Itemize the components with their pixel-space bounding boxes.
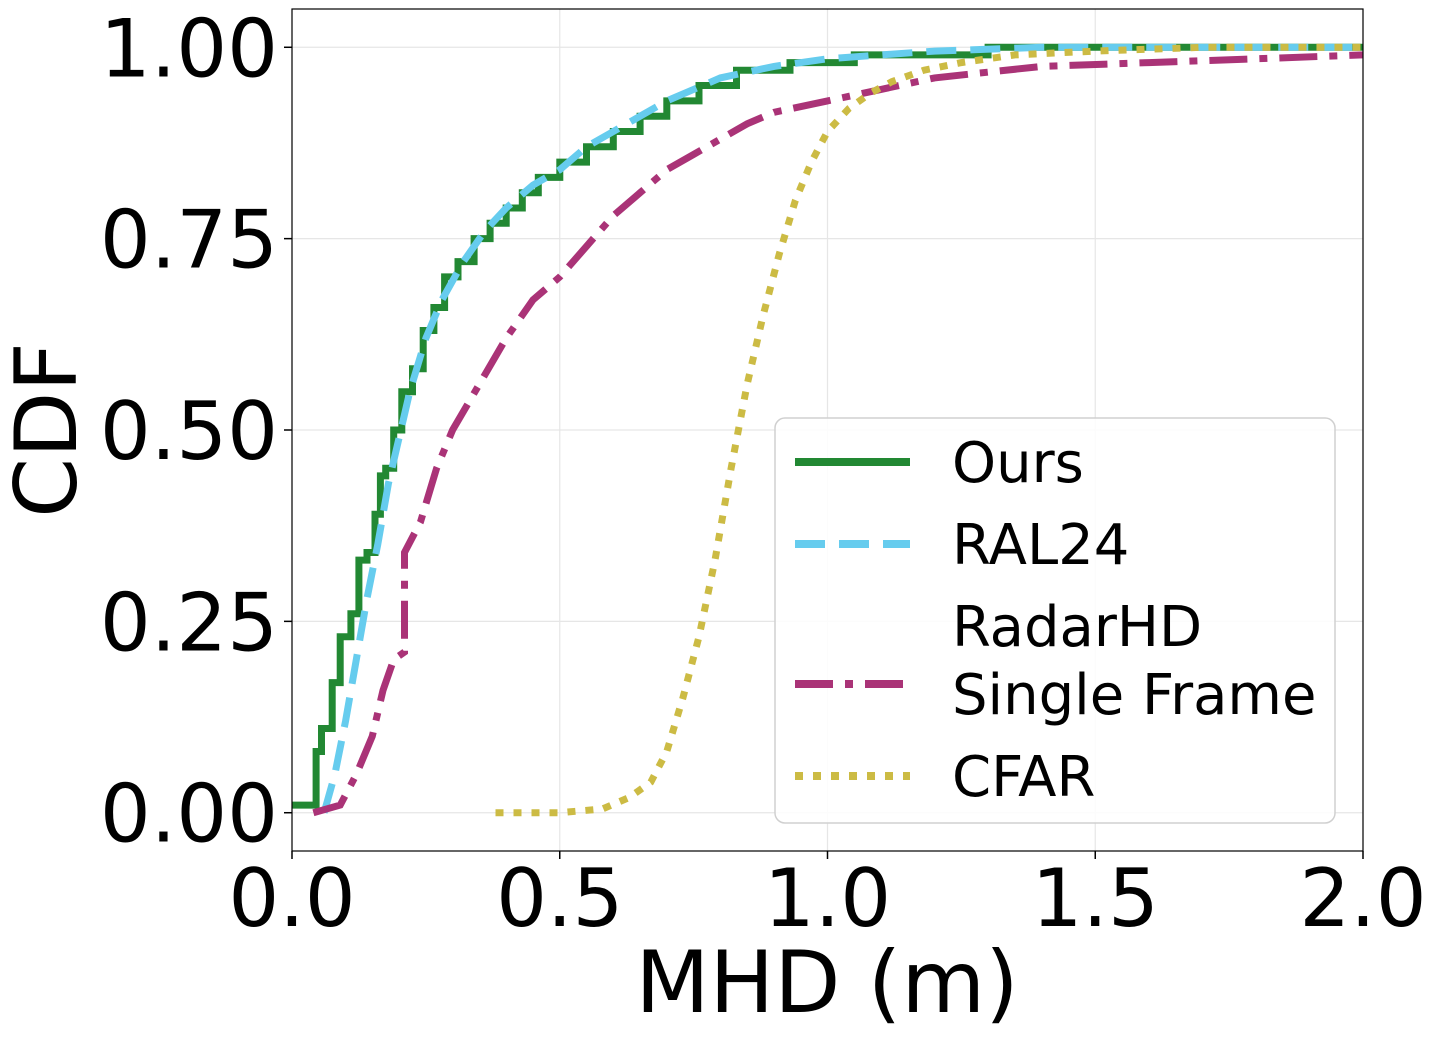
x-tick-label: 0.5 <box>496 852 623 945</box>
x-axis-ticks: 0.0 0.5 1.0 1.5 2.0 <box>228 851 1427 945</box>
series-line-cfar <box>495 43 1363 817</box>
y-tick-label: 0.25 <box>100 576 278 669</box>
series-line-radarhd-single-frame <box>312 51 1363 817</box>
legend-box <box>774 417 1336 824</box>
y-tick-label: 1.00 <box>100 2 278 95</box>
series-group <box>292 43 1363 817</box>
legend-label: CFAR <box>952 745 1095 810</box>
legend-label: Ours <box>952 431 1084 496</box>
legend-label: RAL24 <box>952 513 1129 578</box>
x-tick-label: 1.0 <box>764 852 891 945</box>
x-tick-label: 1.5 <box>1032 852 1159 945</box>
legend-label: RadarHD <box>952 595 1202 660</box>
legend-label: Single Frame <box>952 663 1316 728</box>
x-tick-label: 0.0 <box>228 852 355 945</box>
series-line-ral24 <box>320 43 1363 814</box>
y-tick-label: 0.75 <box>100 194 278 287</box>
y-tick-label: 0.50 <box>100 385 278 478</box>
y-axis-ticks: 0.00 0.25 0.50 0.75 1.00 <box>100 2 292 861</box>
y-tick-label: 0.00 <box>100 768 278 861</box>
x-tick-label: 2.0 <box>1299 852 1426 945</box>
x-axis-label: MHD (m) <box>635 933 1018 1033</box>
y-axis-label: CDF <box>0 342 97 518</box>
